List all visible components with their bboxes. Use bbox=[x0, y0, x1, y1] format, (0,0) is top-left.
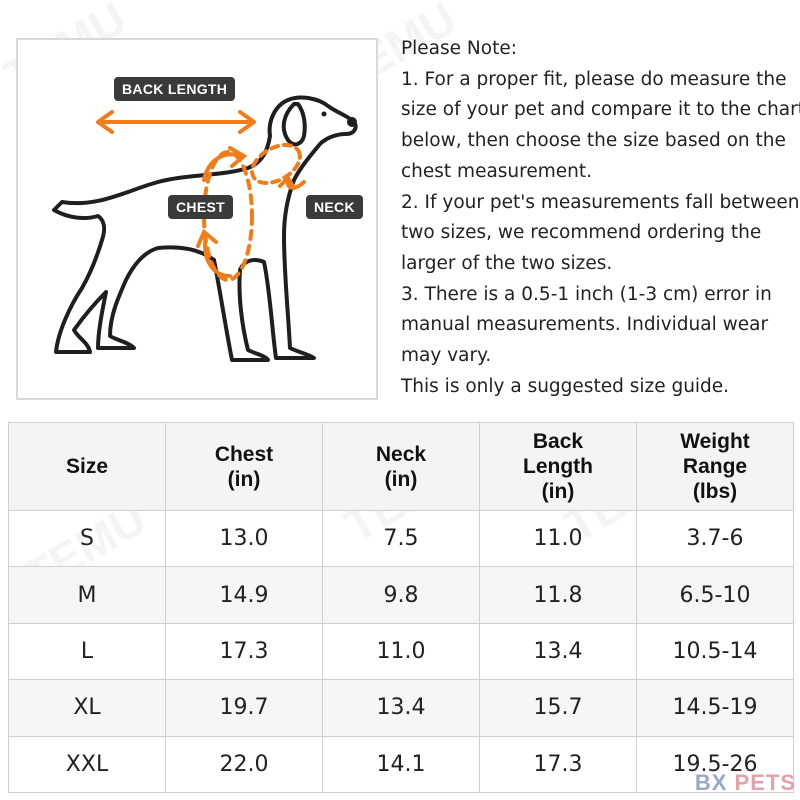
size-chart-table: Size Chest (in) Neck (in) Back Length (in) W… bbox=[8, 422, 794, 793]
table-row: S 13.0 7.5 11.0 3.7-6 bbox=[8, 509, 794, 568]
dog-eye bbox=[321, 111, 327, 117]
brand-logo-part1: BX bbox=[694, 770, 728, 795]
chest-measure-loop bbox=[196, 146, 254, 282]
cell-size: XXL bbox=[8, 735, 166, 793]
cell-size: M bbox=[8, 566, 166, 624]
header-size: Size bbox=[8, 422, 166, 511]
cell-chest: 22.0 bbox=[165, 735, 323, 793]
cell-back-length: 13.4 bbox=[479, 622, 637, 681]
cell-neck: 11.0 bbox=[322, 622, 480, 681]
cell-back-length: 17.3 bbox=[479, 735, 637, 793]
header-back-length: Back Length (in) bbox=[479, 422, 637, 511]
cell-neck: 7.5 bbox=[322, 509, 480, 568]
cell-back-length: 15.7 bbox=[479, 679, 637, 737]
notes-line: 2. If your pet's measurements fall betwe… bbox=[401, 191, 800, 213]
cell-back-length: 11.8 bbox=[479, 566, 637, 624]
cell-weight: 6.5-10 bbox=[636, 566, 794, 624]
notes-line: below, then choose the size based on the bbox=[401, 130, 786, 152]
cell-neck: 14.1 bbox=[322, 735, 480, 793]
cell-back-length: 11.0 bbox=[479, 509, 637, 568]
table-row: XXL 22.0 14.1 17.3 19.5-26 bbox=[8, 735, 794, 793]
measurement-diagram: BACK LENGTH CHEST NECK bbox=[16, 38, 378, 400]
header-weight-range: Weight Range (lbs) bbox=[636, 422, 794, 511]
brand-logo: BX PETS bbox=[695, 770, 796, 796]
notes-line: larger of the two sizes. bbox=[401, 252, 613, 274]
notes-heading: Please Note: bbox=[401, 38, 517, 59]
cell-size: L bbox=[8, 622, 166, 681]
cell-neck: 13.4 bbox=[322, 679, 480, 737]
cell-size: S bbox=[8, 509, 166, 568]
notes-line: manual measurements. Individual wear bbox=[401, 314, 769, 336]
sizing-notes: Please Note: 1. For a proper fit, please… bbox=[401, 34, 800, 402]
cell-chest: 17.3 bbox=[165, 622, 323, 681]
notes-line: chest measurement. bbox=[401, 160, 592, 182]
cell-chest: 13.0 bbox=[165, 509, 323, 568]
back-length-arrow bbox=[96, 110, 256, 134]
notes-line: size of your pet and compare it to the c… bbox=[401, 99, 800, 121]
dog-illustration bbox=[52, 95, 358, 362]
neck-measure-loop bbox=[250, 143, 306, 190]
cell-weight: 3.7-6 bbox=[636, 509, 794, 568]
notes-line: 3. There is a 0.5-1 inch (1-3 cm) error … bbox=[401, 283, 772, 305]
notes-line: two sizes, we recommend ordering the bbox=[401, 222, 762, 244]
cell-neck: 9.8 bbox=[322, 566, 480, 624]
cell-chest: 14.9 bbox=[165, 566, 323, 624]
cell-weight: 19.5-26 bbox=[636, 735, 794, 793]
cell-chest: 19.7 bbox=[165, 679, 323, 737]
table-row: M 14.9 9.8 11.8 6.5-10 bbox=[8, 566, 794, 624]
table-row: L 17.3 11.0 13.4 10.5-14 bbox=[8, 622, 794, 681]
brand-logo-part2: PETS bbox=[734, 770, 796, 795]
dog-outline bbox=[52, 95, 358, 362]
cell-weight: 14.5-19 bbox=[636, 679, 794, 737]
cell-weight: 10.5-14 bbox=[636, 622, 794, 681]
notes-line: 1. For a proper fit, please do measure t… bbox=[401, 68, 787, 90]
table-header-row: Size Chest (in) Neck (in) Back Length (in) W… bbox=[8, 422, 794, 511]
dog-nose bbox=[347, 117, 357, 127]
table-row: XL 19.7 13.4 15.7 14.5-19 bbox=[8, 679, 794, 737]
cell-size: XL bbox=[8, 679, 166, 737]
header-chest: Chest (in) bbox=[165, 422, 323, 511]
chest-label: CHEST bbox=[168, 195, 233, 219]
back-length-label: BACK LENGTH bbox=[114, 77, 236, 101]
dog-ear bbox=[281, 102, 307, 147]
notes-line: This is only a suggested size guide. bbox=[401, 375, 730, 397]
header-neck: Neck (in) bbox=[322, 422, 480, 511]
neck-label: NECK bbox=[306, 195, 363, 219]
notes-line: may vary. bbox=[401, 345, 492, 367]
